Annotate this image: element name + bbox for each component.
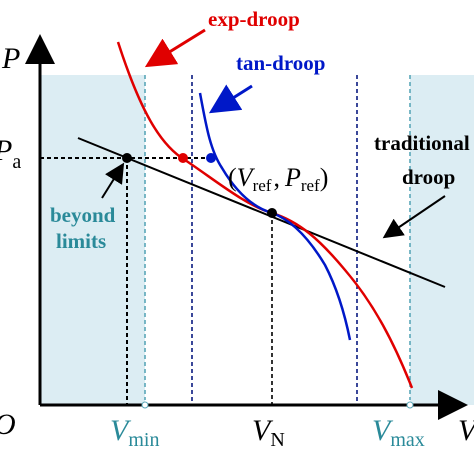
- traditional-label: traditional: [374, 131, 470, 155]
- beyond-label: beyond: [50, 203, 116, 227]
- vmax-label: Vmax: [372, 414, 425, 451]
- x-axis-label: V: [458, 414, 474, 447]
- arrow: [208, 84, 253, 114]
- traditional-droop-curve: [77, 137, 446, 288]
- point: [267, 208, 277, 218]
- beyond-region-right: [410, 75, 474, 405]
- y-axis-label: P: [1, 42, 20, 75]
- point: [206, 153, 216, 163]
- ref-point-label: (Vref, Pref): [228, 163, 328, 195]
- pa-label: Pa: [0, 134, 21, 173]
- point: [122, 153, 132, 163]
- point: [406, 401, 414, 409]
- limits-label: limits: [56, 229, 106, 253]
- point: [178, 153, 188, 163]
- vn-label: VN: [252, 414, 285, 451]
- point: [141, 401, 149, 409]
- arrow: [144, 28, 206, 68]
- arrow: [101, 162, 125, 199]
- arrow: [382, 195, 446, 239]
- vmin-label: Vmin: [110, 414, 159, 451]
- tan-droop-label: tan-droop: [236, 51, 325, 75]
- droop-label: droop: [402, 165, 455, 189]
- origin-label: O: [0, 408, 16, 441]
- exp-droop-label: exp-droop: [208, 7, 300, 31]
